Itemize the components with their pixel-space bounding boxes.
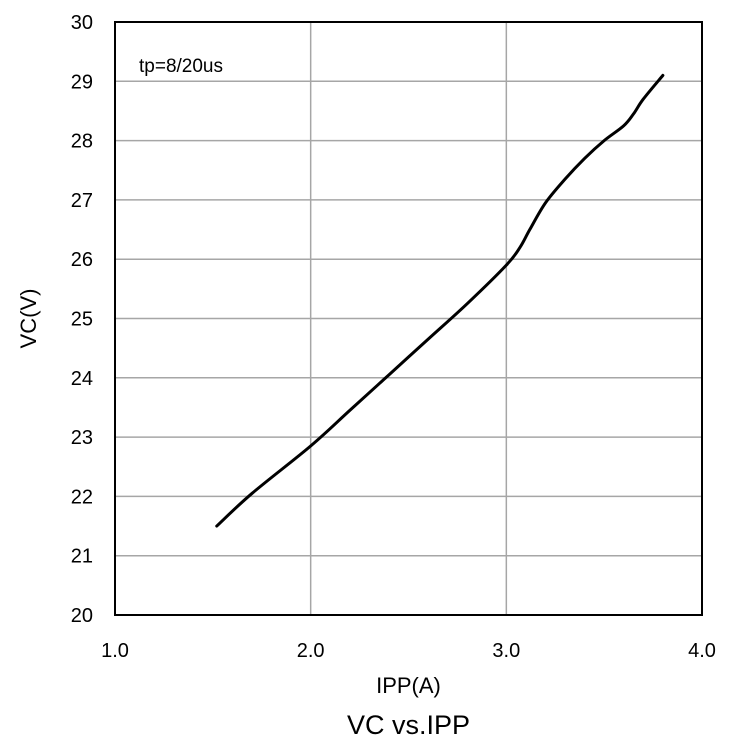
y-tick-label: 22 <box>71 486 93 508</box>
y-tick-label: 20 <box>71 605 93 627</box>
y-tick-label: 29 <box>71 71 93 93</box>
x-tick-label: 3.0 <box>492 640 520 662</box>
y-tick-label: 21 <box>71 546 93 568</box>
x-tick-labels: 1.0 2.0 3.0 4.0 <box>101 640 716 662</box>
series-line <box>215 73 665 528</box>
x-tick-label: 4.0 <box>688 640 716 662</box>
grid-lines <box>115 22 702 615</box>
y-tick-label: 28 <box>71 131 93 153</box>
y-tick-label: 30 <box>71 12 93 34</box>
y-tick-label: 23 <box>71 427 93 449</box>
x-tick-label: 2.0 <box>297 640 325 662</box>
x-tick-label: 1.0 <box>101 640 129 662</box>
annotation-label: tp=8/20us <box>139 56 223 77</box>
y-tick-labels: 20 21 22 23 24 25 26 27 28 29 30 <box>71 12 93 627</box>
y-tick-label: 26 <box>71 249 93 271</box>
y-axis-label: VC(V) <box>16 289 41 349</box>
y-tick-label: 24 <box>71 368 93 390</box>
chart-caption: VC vs.IPP <box>347 710 470 740</box>
y-tick-label: 27 <box>71 190 93 212</box>
plot-frame <box>114 21 703 616</box>
y-tick-label: 25 <box>71 309 93 331</box>
x-axis-label: IPP(A) <box>376 673 441 698</box>
